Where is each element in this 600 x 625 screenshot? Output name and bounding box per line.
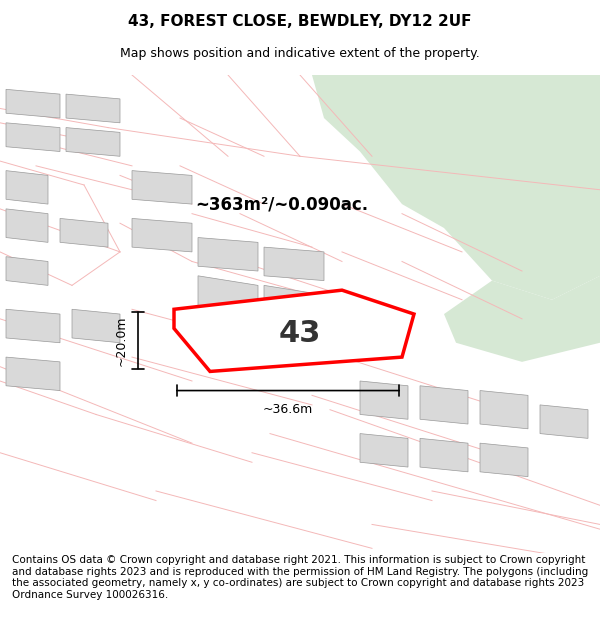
Polygon shape [132, 171, 192, 204]
Text: ~363m²/~0.090ac.: ~363m²/~0.090ac. [196, 195, 368, 213]
Polygon shape [6, 171, 48, 204]
Polygon shape [6, 209, 48, 242]
Polygon shape [174, 290, 414, 371]
Text: 43: 43 [279, 319, 321, 348]
Polygon shape [360, 381, 408, 419]
Polygon shape [66, 127, 120, 156]
Polygon shape [444, 276, 600, 362]
Polygon shape [540, 405, 588, 438]
Polygon shape [312, 75, 600, 300]
Polygon shape [60, 218, 108, 247]
Polygon shape [132, 218, 192, 252]
Text: Contains OS data © Crown copyright and database right 2021. This information is : Contains OS data © Crown copyright and d… [12, 555, 588, 600]
Text: Map shows position and indicative extent of the property.: Map shows position and indicative extent… [120, 48, 480, 61]
Polygon shape [6, 309, 60, 342]
Polygon shape [198, 238, 258, 271]
Polygon shape [6, 257, 48, 286]
Text: ~20.0m: ~20.0m [115, 315, 128, 366]
Polygon shape [198, 276, 258, 314]
Text: ~36.6m: ~36.6m [263, 403, 313, 416]
Polygon shape [420, 386, 468, 424]
Polygon shape [480, 443, 528, 477]
Text: 43, FOREST CLOSE, BEWDLEY, DY12 2UF: 43, FOREST CLOSE, BEWDLEY, DY12 2UF [128, 14, 472, 29]
Polygon shape [360, 434, 408, 467]
Polygon shape [264, 286, 324, 324]
Polygon shape [72, 309, 120, 342]
Polygon shape [420, 438, 468, 472]
Polygon shape [264, 247, 324, 281]
Polygon shape [6, 89, 60, 118]
Polygon shape [66, 94, 120, 122]
Polygon shape [6, 357, 60, 391]
Polygon shape [6, 122, 60, 151]
Polygon shape [480, 391, 528, 429]
